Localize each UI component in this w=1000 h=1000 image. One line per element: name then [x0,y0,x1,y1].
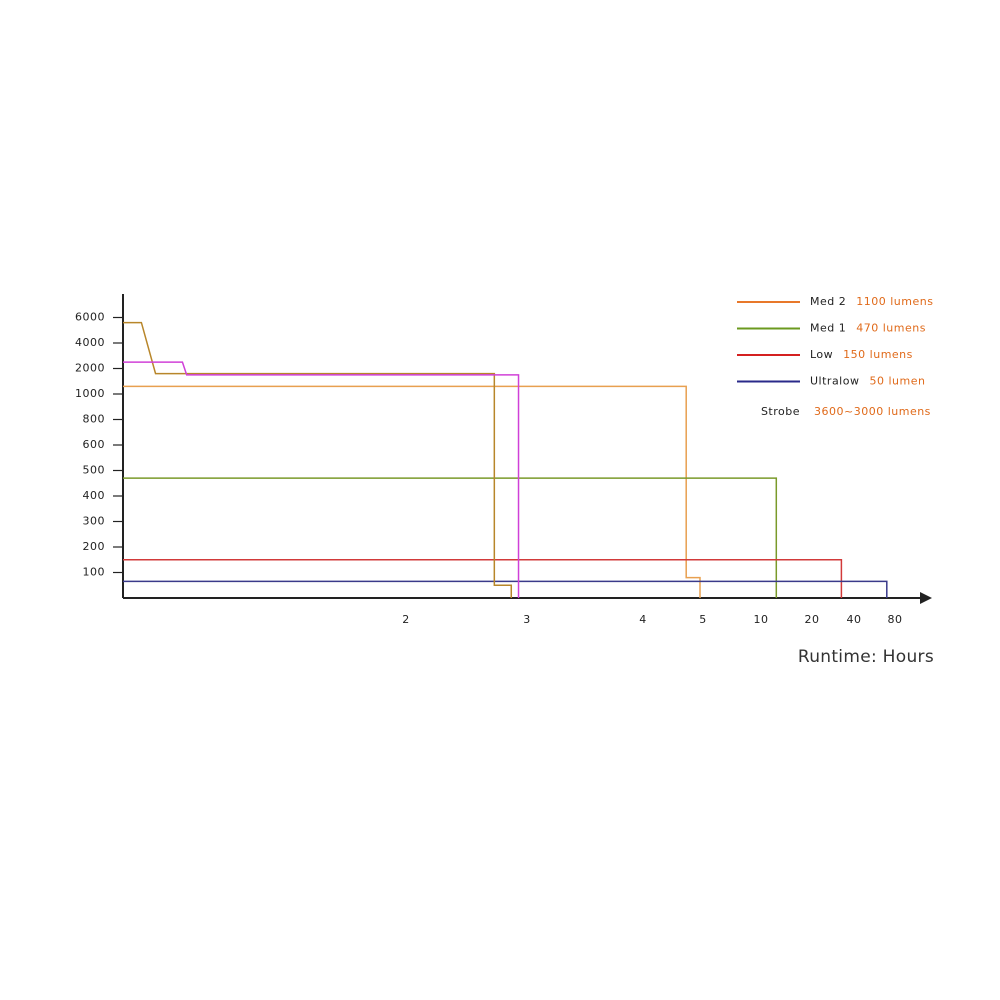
legend-name: Ultralow [810,375,859,388]
legend-label: 1100 lumens [856,295,933,308]
y-tick-label: 4000 [75,336,105,349]
series-line [123,477,778,598]
y-tick-label: 600 [83,438,106,451]
x-tick-label: 80 [888,613,903,626]
y-tick-label: 200 [83,540,106,553]
legend-name: Med 1 [810,322,846,335]
series-line [123,361,520,598]
x-tick-label: 5 [699,613,707,626]
x-tick-label: 40 [847,613,862,626]
series-line [123,385,701,598]
legend-label: 50 lumen [869,375,925,388]
legend-label: 150 lumens [843,348,913,361]
x-tick-label: 2 [402,613,410,626]
axis-arrow [920,592,932,604]
legend-name: Strobe [761,405,800,418]
x-tick-label: 20 [805,613,820,626]
legend-label: 470 lumens [856,322,926,335]
legend-name: Low [810,348,833,361]
series-line [123,559,843,598]
series-line [123,580,888,598]
y-tick-label: 500 [83,464,106,477]
y-tick-label: 800 [83,413,106,426]
y-tick-label: 400 [83,489,106,502]
series-line [123,321,513,598]
x-axis-title: Runtime: Hours [798,647,934,667]
y-tick-label: 2000 [75,362,105,375]
x-tick-label: 10 [754,613,769,626]
legend-label: 3600~3000 lumens [814,405,931,418]
x-tick-label: 3 [523,613,531,626]
y-tick-label: 6000 [75,311,105,324]
y-tick-label: 300 [83,515,106,528]
y-tick-label: 1000 [75,387,105,400]
y-tick-label: 100 [83,566,106,579]
x-tick-label: 4 [639,613,647,626]
legend-name: Med 2 [810,295,846,308]
